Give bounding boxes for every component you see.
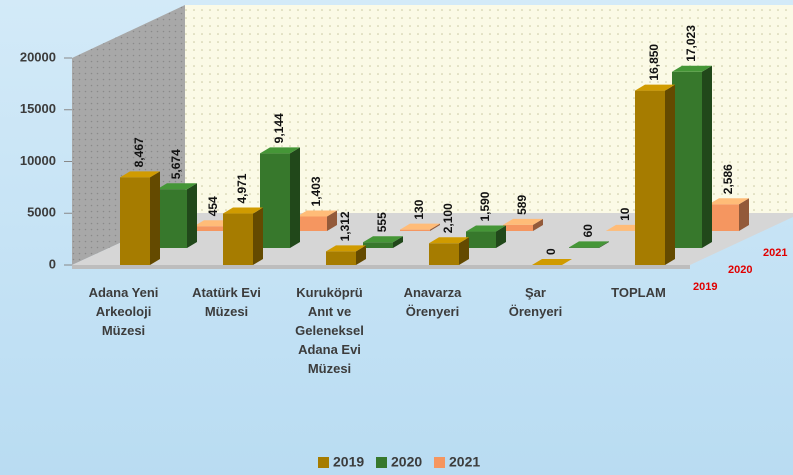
bar-side bbox=[739, 198, 749, 231]
bar-top bbox=[400, 223, 440, 230]
bar bbox=[429, 243, 459, 265]
bar-side bbox=[327, 210, 337, 231]
value-label: 10 bbox=[618, 207, 632, 221]
y-tick-label: 10000 bbox=[20, 153, 56, 168]
legend: 2019 2020 2021 bbox=[318, 454, 480, 470]
value-label: 8,467 bbox=[132, 137, 146, 167]
bar-top bbox=[532, 259, 572, 265]
legend-swatch bbox=[318, 457, 329, 468]
bar-top bbox=[297, 210, 337, 217]
bar-side bbox=[253, 207, 263, 265]
value-label: 4,971 bbox=[235, 173, 249, 203]
bar bbox=[709, 204, 739, 231]
bar-top bbox=[635, 84, 675, 91]
bar-side bbox=[393, 236, 403, 248]
bar-side bbox=[356, 245, 366, 265]
value-label: 1,312 bbox=[338, 211, 352, 241]
floor-edge bbox=[72, 265, 690, 269]
bar-side bbox=[187, 183, 197, 248]
value-label: 16,850 bbox=[647, 44, 661, 81]
x-tick-label: Kuruköprü Anıt ve Geleneksel Adana Evi M… bbox=[295, 285, 364, 376]
bar-top bbox=[466, 225, 506, 232]
bar-top bbox=[260, 147, 300, 154]
bar-top bbox=[363, 236, 403, 243]
value-label: 60 bbox=[581, 224, 595, 238]
value-label: 1,590 bbox=[478, 191, 492, 221]
bar-side bbox=[599, 241, 609, 248]
legend-label: 2021 bbox=[449, 454, 480, 470]
bar-top bbox=[503, 218, 543, 225]
bar bbox=[635, 90, 665, 265]
legend-label: 2019 bbox=[333, 454, 364, 470]
bar-side bbox=[290, 147, 300, 248]
bar-side bbox=[430, 223, 440, 231]
bar-side bbox=[496, 225, 506, 248]
value-label: 2,586 bbox=[721, 164, 735, 194]
x-tick-label: Adana Yeni Arkeoloji Müzesi bbox=[88, 285, 159, 338]
bar-side bbox=[459, 237, 469, 265]
value-label: 17,023 bbox=[684, 25, 698, 62]
y-tick-label: 0 bbox=[49, 256, 56, 271]
bar-top bbox=[326, 245, 366, 252]
bar-side bbox=[665, 84, 675, 265]
value-label: 589 bbox=[515, 195, 529, 215]
depth-label: 2019 bbox=[693, 281, 717, 293]
bar bbox=[503, 224, 533, 231]
legend-swatch bbox=[376, 457, 387, 468]
bar bbox=[120, 177, 150, 265]
bar bbox=[223, 213, 253, 265]
bar bbox=[194, 226, 224, 231]
depth-label: 2021 bbox=[763, 247, 787, 259]
value-label: 0 bbox=[544, 248, 558, 255]
bar-top bbox=[569, 241, 609, 248]
bar bbox=[400, 229, 430, 231]
bar-side bbox=[533, 218, 543, 231]
legend-label: 2020 bbox=[391, 454, 422, 470]
x-tick-label: Anavarza Örenyeri bbox=[403, 285, 462, 319]
legend-swatch bbox=[434, 457, 445, 468]
x-tick-label: Şar Örenyeri bbox=[508, 285, 563, 319]
bar bbox=[363, 242, 393, 248]
bar-top bbox=[157, 183, 197, 190]
bar-top bbox=[709, 198, 749, 205]
value-label: 1,403 bbox=[309, 176, 323, 206]
value-label: 2,100 bbox=[441, 203, 455, 233]
bar bbox=[569, 247, 599, 248]
value-label: 130 bbox=[412, 199, 426, 219]
bar-side bbox=[150, 171, 160, 265]
bar bbox=[326, 251, 356, 265]
value-label: 9,144 bbox=[272, 113, 286, 143]
y-tick-label: 5000 bbox=[27, 205, 56, 220]
value-label: 555 bbox=[375, 212, 389, 232]
bar-top bbox=[120, 171, 160, 178]
x-tick-label: TOPLAM bbox=[611, 285, 666, 300]
x-tick-label: Atatürk Evi Müzesi bbox=[192, 285, 261, 319]
value-label: 5,674 bbox=[169, 149, 183, 179]
y-tick-label: 15000 bbox=[20, 101, 56, 116]
bar-top bbox=[223, 207, 263, 214]
bar bbox=[260, 153, 290, 248]
bar bbox=[157, 189, 187, 248]
bar bbox=[466, 231, 496, 248]
y-tick-label: 20000 bbox=[20, 49, 56, 64]
value-label: 454 bbox=[206, 196, 220, 216]
bar bbox=[672, 71, 702, 248]
bar-top bbox=[672, 65, 712, 72]
bar bbox=[297, 216, 327, 231]
depth-label: 2020 bbox=[728, 264, 752, 276]
bar-top bbox=[429, 237, 469, 244]
bar-side bbox=[702, 65, 712, 248]
